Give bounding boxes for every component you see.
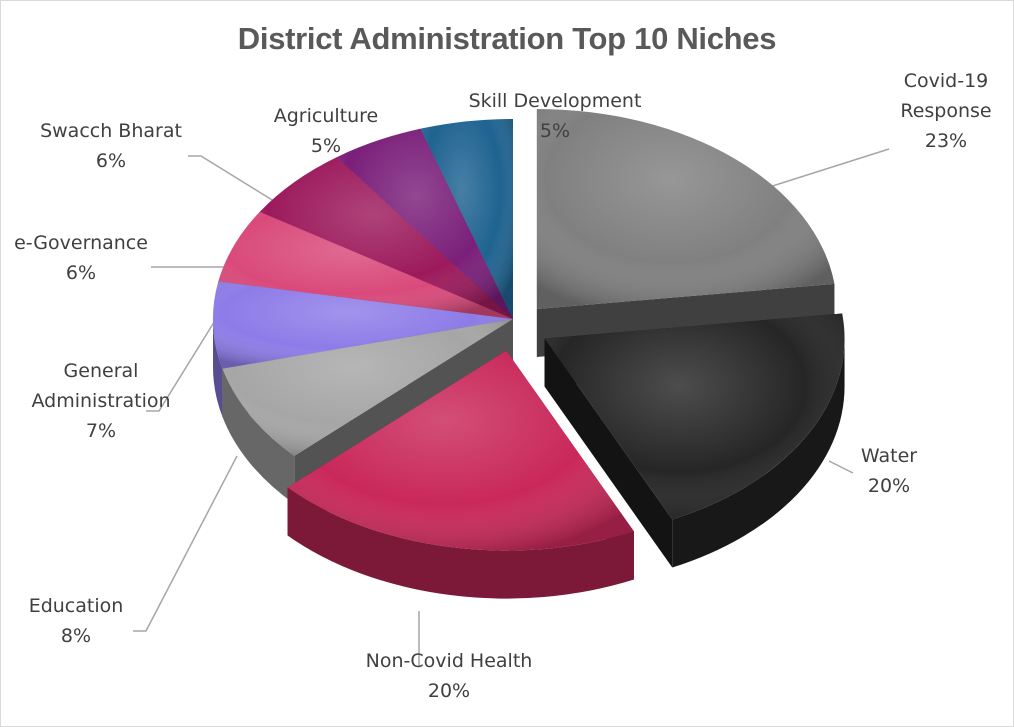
label-percent: 8% [60,625,92,647]
label-category: Administration [31,390,171,412]
data-label-general-administration: General Administration 7% [1,356,201,446]
pie-tops [213,108,845,551]
label-category: Education [28,595,124,617]
label-category: Covid-19 [903,70,989,92]
label-percent: 5% [539,120,571,142]
slice-side-education [222,368,295,504]
leader-line-4 [133,455,238,632]
label-category: Water [860,445,918,467]
data-label-education: Education 8% [1,591,176,651]
data-label-agriculture: Agriculture 5% [226,101,426,161]
label-category: Non-Covid Health [365,650,533,672]
label-category: Response [900,100,992,122]
slice-shade-agriculture [336,128,513,319]
data-label-non-covid-health: Non-Covid Health 20% [349,646,549,706]
label-percent: 20% [427,680,471,702]
slice-side-general-administration [213,319,223,417]
label-category: e-Governance [14,232,148,254]
label-percent: 7% [85,420,117,442]
label-percent: 6% [65,262,97,284]
data-label-skill-development: Skill Development 5% [455,86,655,146]
label-percent: 20% [867,475,911,497]
slice-shade-education [222,319,513,456]
slice-shade-swacch-bharat [259,157,513,319]
slice-shade-non-covid-health [287,350,634,551]
data-label-covid-19-response: Covid-19 Response 23% [846,66,1013,156]
slice-side-non-covid-health [287,487,634,599]
leader-line-5 [146,318,217,412]
label-category: Agriculture [273,105,379,127]
data-label-e-governance: e-Governance 6% [1,228,181,288]
data-label-water: Water 20% [789,441,989,501]
label-category: Swacch Bharat [40,120,182,142]
label-category: Skill Development [468,90,642,112]
label-percent: 6% [95,150,127,172]
slice-wall-water-2 [544,338,673,568]
slice-side-water [672,338,845,568]
chart-title: District Administration Top 10 Niches [237,21,777,56]
label-percent: 23% [924,130,968,152]
slice-shade-covid-19-response [536,108,835,309]
leader-line-2 [828,460,854,474]
label-percent: 5% [310,135,342,157]
slice-shade-general-administration [213,281,514,369]
label-category: General [63,360,139,382]
data-label-swacch-bharat: Swacch Bharat 6% [11,116,211,176]
slice-shade-skill-development [420,119,513,319]
slice-shade-e-governance [218,211,513,319]
slice-shade-water [544,313,845,520]
